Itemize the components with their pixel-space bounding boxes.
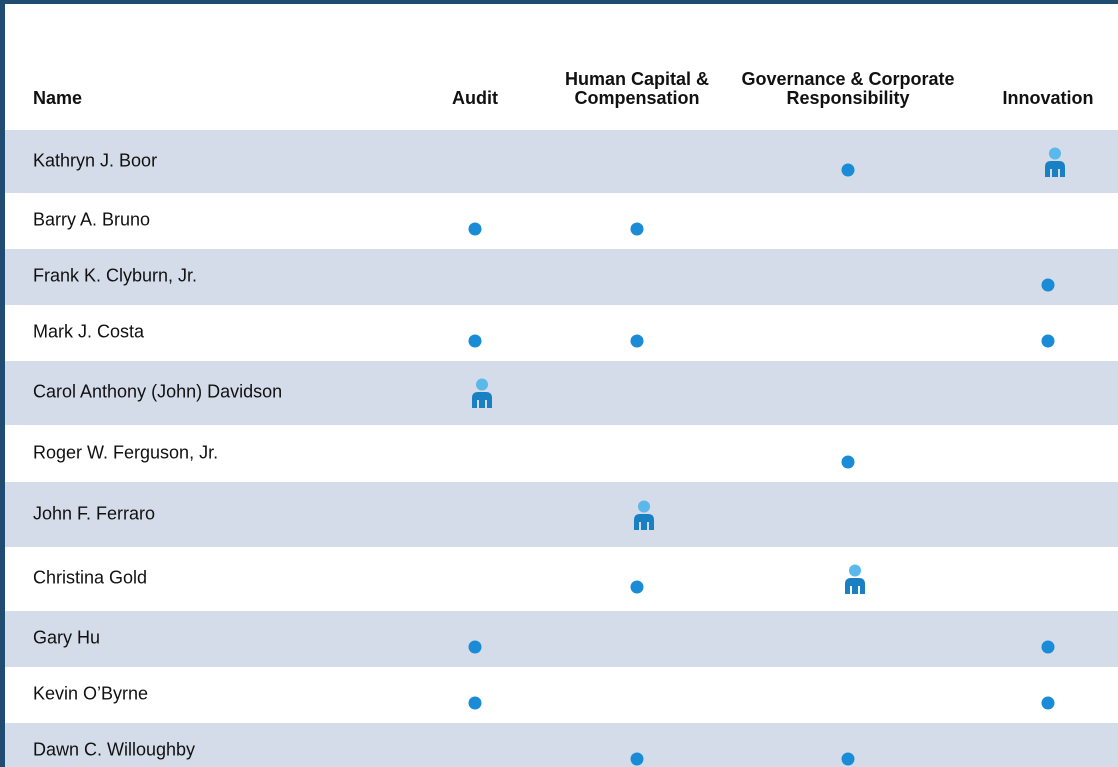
member-dot xyxy=(468,696,482,710)
table-row: John F. Ferraro xyxy=(5,482,1118,547)
member-dot xyxy=(468,334,482,348)
table-row: Roger W. Ferguson, Jr. xyxy=(5,425,1118,482)
member-dot xyxy=(841,752,855,766)
column-header: Governance & Corporate Responsibility xyxy=(741,69,955,108)
chair-icon xyxy=(845,564,865,594)
member-name: John F. Ferraro xyxy=(33,503,156,523)
chair-icon xyxy=(634,500,654,530)
member-dot xyxy=(1041,640,1055,654)
table-row: Kathryn J. Boor xyxy=(5,130,1118,193)
column-header: Audit xyxy=(452,88,498,108)
member-name: Mark J. Costa xyxy=(33,321,145,342)
member-dot xyxy=(1041,334,1055,348)
table-row: Barry A. Bruno xyxy=(5,193,1118,249)
chair-marker xyxy=(843,564,867,594)
member-dot xyxy=(630,222,644,236)
table-row: Gary Hu xyxy=(5,611,1118,667)
chair-marker xyxy=(632,500,656,530)
member-name: Carol Anthony (John) Davidson xyxy=(33,381,283,402)
chair-marker xyxy=(1043,147,1067,177)
member-dot xyxy=(841,163,855,176)
table-row: Christina Gold xyxy=(5,547,1118,611)
member-name: Kevin O’Byrne xyxy=(33,683,149,704)
chair-icon xyxy=(1045,147,1065,177)
member-dot xyxy=(841,455,855,468)
member-name: Barry A. Bruno xyxy=(33,209,151,230)
table-row: Frank K. Clyburn, Jr. xyxy=(5,249,1118,305)
member-name: Frank K. Clyburn, Jr. xyxy=(33,265,198,286)
member-dot xyxy=(630,580,644,594)
table-row: Carol Anthony (John) Davidson xyxy=(5,361,1118,425)
member-dot xyxy=(468,640,482,654)
column-header: Innovation xyxy=(1002,88,1094,108)
column-header: Name xyxy=(33,88,83,108)
member-dot xyxy=(1041,278,1055,292)
column-header: Human Capital & Compensation xyxy=(564,69,710,108)
member-name: Kathryn J. Boor xyxy=(33,150,158,170)
chair-marker xyxy=(470,378,494,408)
table-row: Kevin O’Byrne xyxy=(5,667,1118,723)
member-dot xyxy=(630,334,644,348)
member-name: Roger W. Ferguson, Jr. xyxy=(33,442,219,462)
member-dot xyxy=(630,752,644,766)
chair-icon xyxy=(472,378,492,408)
table-row: Mark J. Costa xyxy=(5,305,1118,361)
member-name: Christina Gold xyxy=(33,567,148,588)
member-dot xyxy=(468,222,482,236)
table-row: Dawn C. Willoughby xyxy=(5,723,1118,767)
member-name: Gary Hu xyxy=(33,627,101,648)
member-name: Dawn C. Willoughby xyxy=(33,739,196,760)
member-dot xyxy=(1041,696,1055,710)
